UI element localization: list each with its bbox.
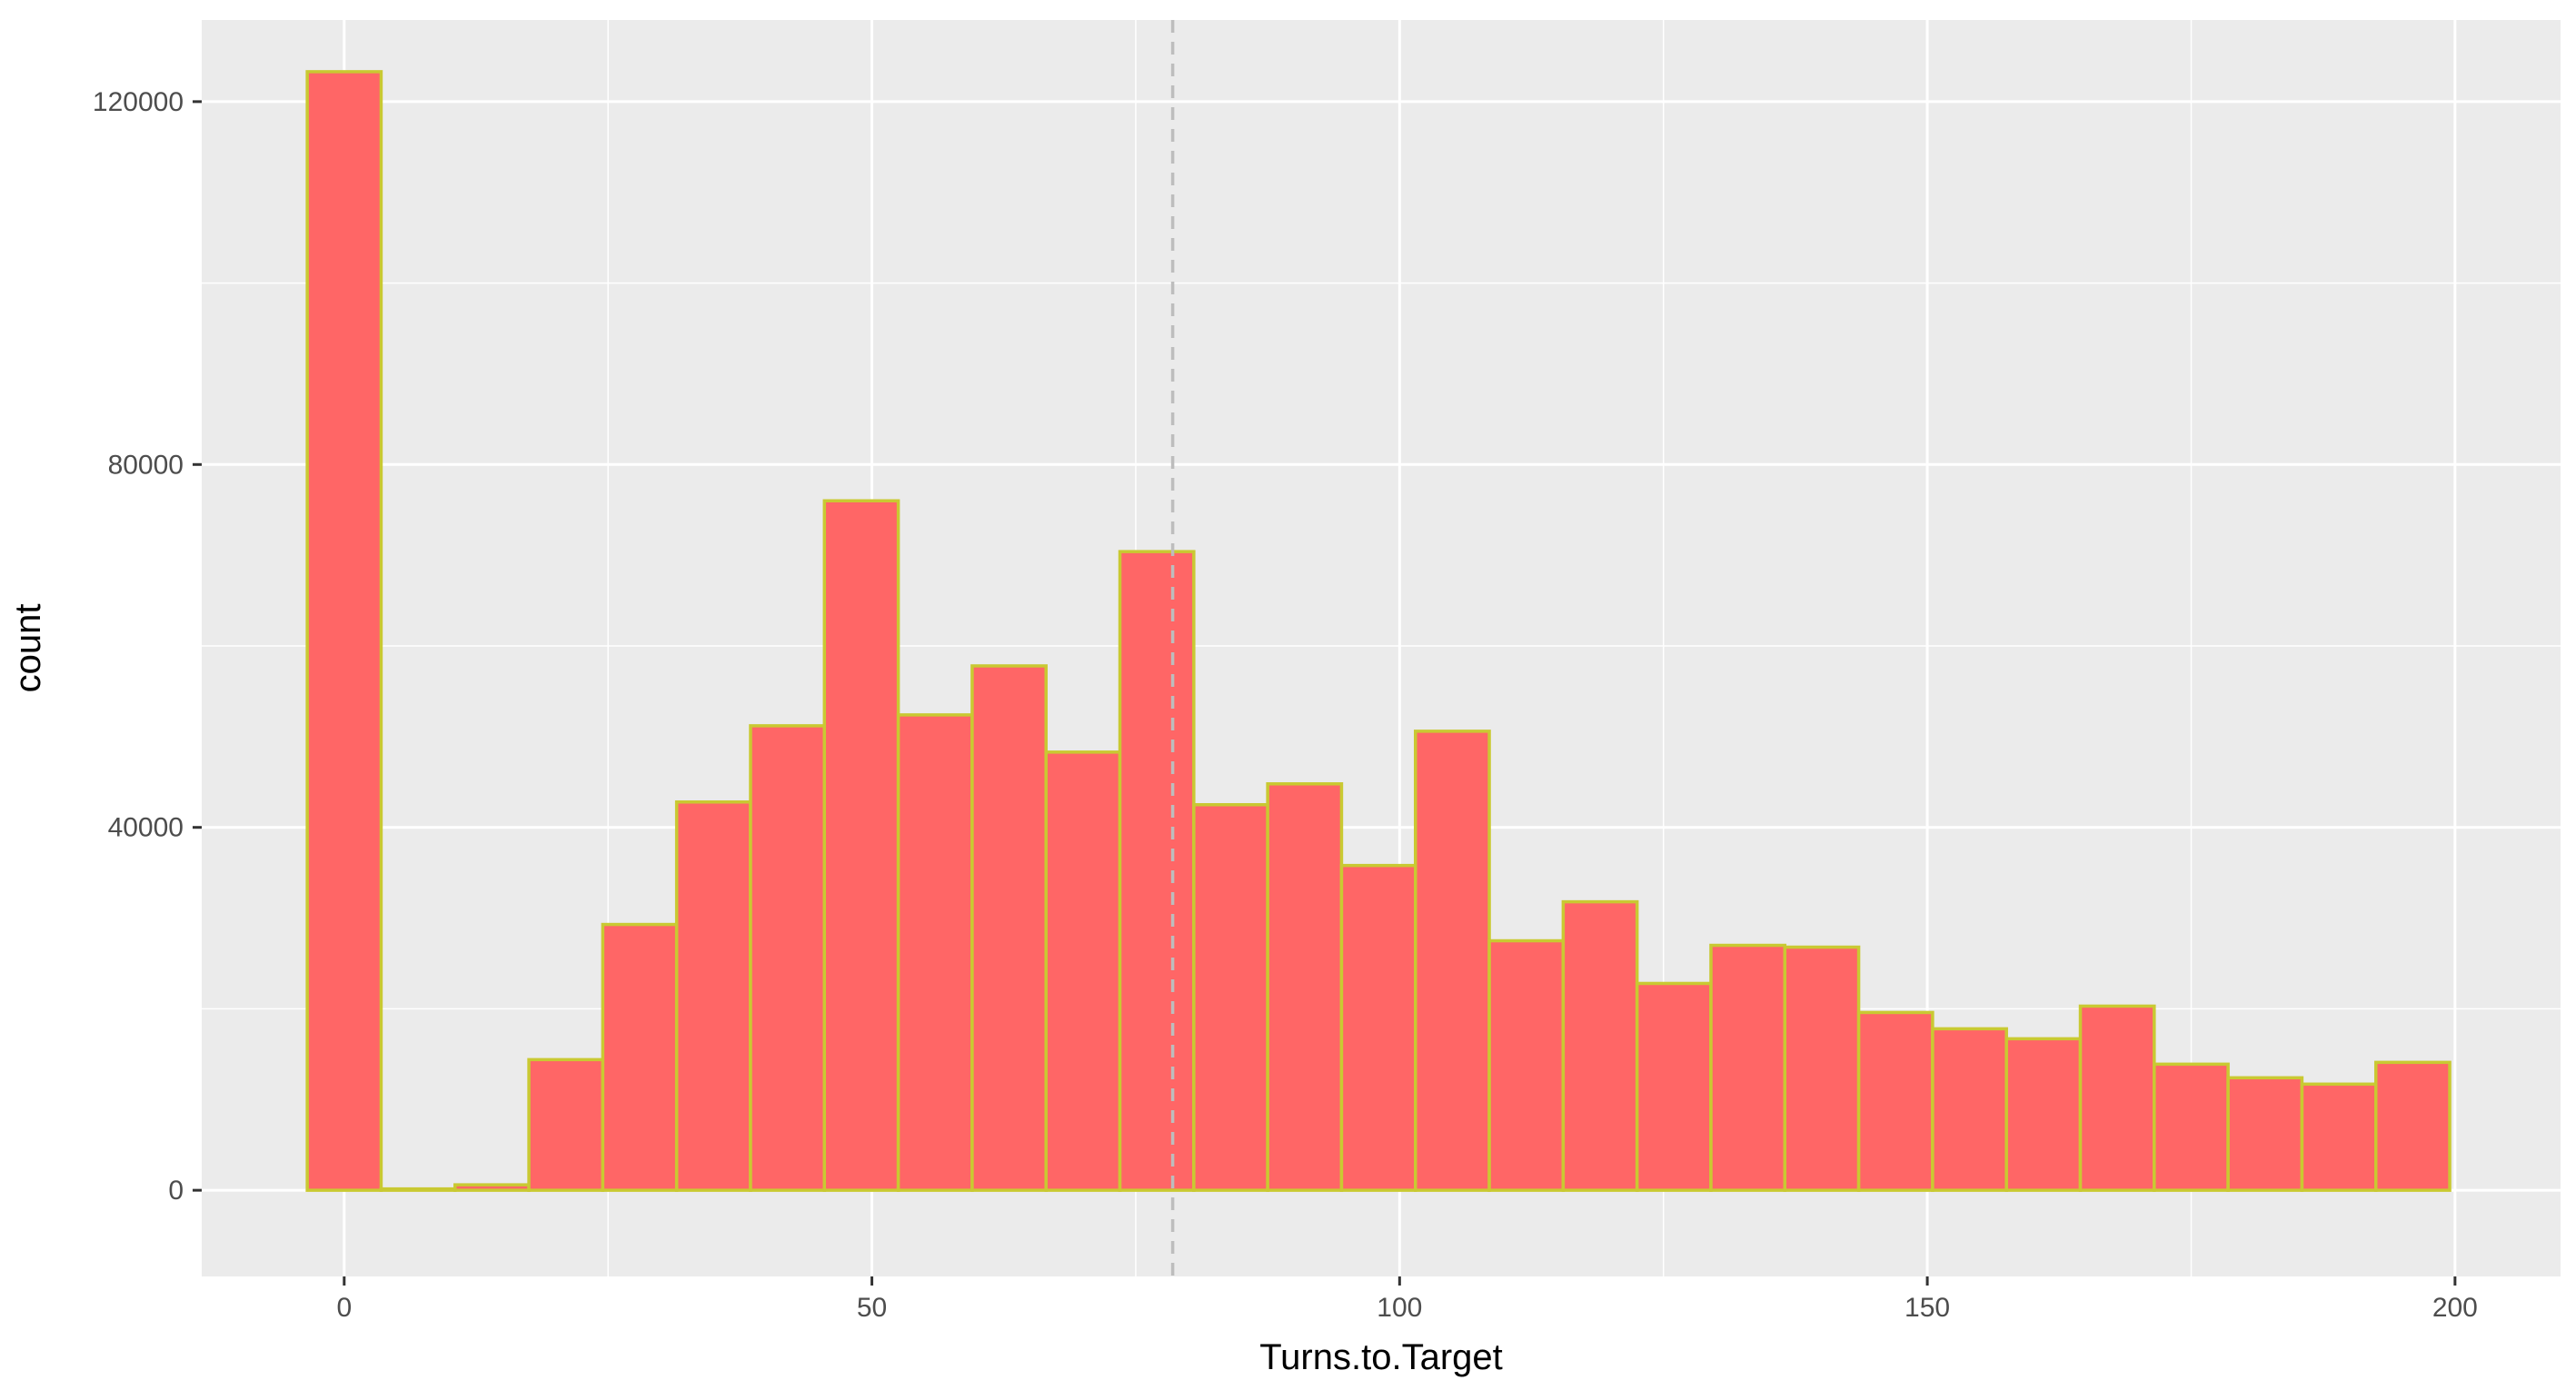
histogram-bar: [1413, 730, 1491, 1192]
histogram-bar: [1118, 550, 1196, 1192]
histogram-bars: [305, 70, 2452, 1192]
histogram-bar: [1561, 899, 1639, 1192]
histogram-bar: [2226, 1076, 2304, 1192]
histogram-bar: [1044, 750, 1122, 1192]
histogram-bar: [2373, 1060, 2452, 1192]
histogram-bar: [379, 1187, 457, 1192]
histogram-bar: [1783, 945, 1861, 1192]
histogram-bar: [674, 800, 752, 1192]
histogram-bar: [2153, 1062, 2230, 1192]
histogram-bar: [1266, 782, 1344, 1192]
histogram-bar: [453, 1183, 531, 1192]
y-axis-title: count: [8, 604, 48, 693]
y-tick-label: 80000: [108, 450, 184, 480]
histogram-bar: [2300, 1082, 2378, 1192]
histogram-bar: [1487, 938, 1566, 1192]
axis-ticks: [193, 100, 2457, 1286]
histogram-bar: [1635, 981, 1713, 1192]
x-tick-label: 0: [336, 1293, 352, 1323]
x-tick-label: 100: [1377, 1293, 1422, 1323]
histogram-bar: [305, 70, 383, 1192]
histogram-bar: [2078, 1004, 2156, 1192]
x-axis-title: Turns.to.Target: [1259, 1337, 1503, 1377]
histogram-bar: [2004, 1037, 2083, 1192]
histogram-bar: [1192, 803, 1269, 1192]
histogram-bar: [527, 1057, 605, 1192]
histogram-bar: [970, 664, 1048, 1192]
histogram-bar: [749, 724, 827, 1192]
y-tick-label: 40000: [108, 813, 184, 843]
histogram-bar: [896, 713, 974, 1192]
x-tick-label: 50: [857, 1293, 887, 1323]
histogram-bar: [1931, 1027, 2008, 1192]
histogram-bar: [1709, 943, 1787, 1192]
histogram-bar: [1856, 1010, 1934, 1192]
x-tick-label: 150: [1905, 1293, 1950, 1323]
x-tick-label: 200: [2432, 1293, 2478, 1323]
histogram-bar: [822, 499, 900, 1192]
histogram-bar: [601, 922, 679, 1192]
y-tick-label: 0: [168, 1176, 184, 1206]
histogram-bar: [1339, 863, 1417, 1192]
tick-labels: 0 50 100 150 200 0 40000 80000 120000: [93, 87, 2478, 1323]
y-tick-label: 120000: [93, 87, 184, 117]
